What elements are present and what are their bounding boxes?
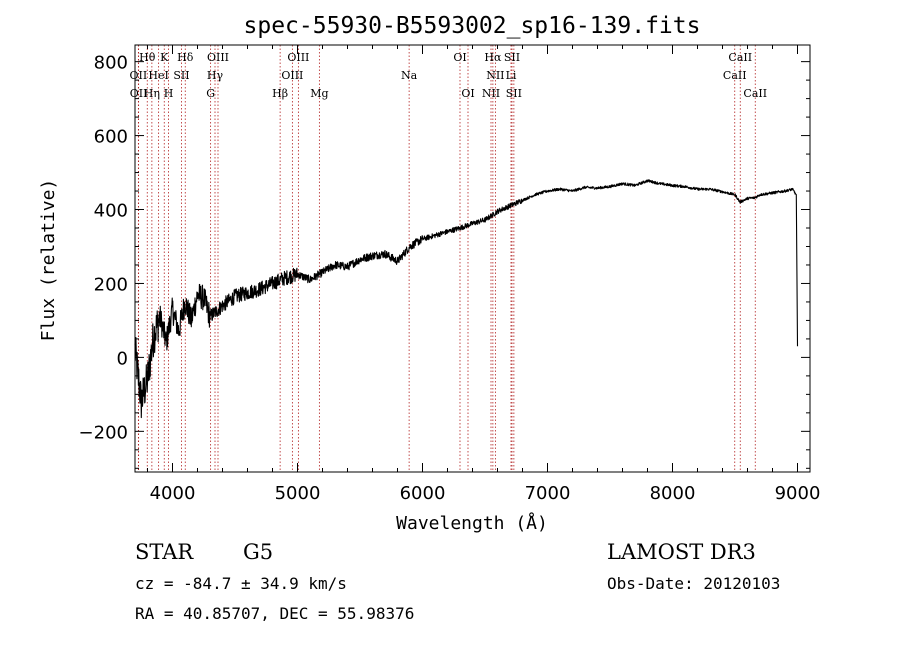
marker-label: OII (130, 87, 148, 100)
observation-date: Obs-Date: 20120103 (607, 574, 781, 593)
plot-frame (134, 44, 811, 473)
marker-label: OIII (281, 69, 303, 82)
marker-label: K (160, 51, 169, 64)
axis-tick-labels: 4000 5000 6000 7000 8000 9000 −200 0 200 400 600 80… (79, 53, 821, 504)
y-tick-label: 800 (94, 53, 128, 74)
x-tick-label: 8000 (650, 483, 696, 504)
y-tick-label: 200 (94, 274, 128, 295)
x-tick-label: 6000 (400, 483, 446, 504)
axis-ticks (135, 45, 810, 472)
marker-label: G (206, 87, 215, 100)
marker-label: Hγ (207, 69, 224, 82)
y-tick-label: 0 (117, 348, 128, 369)
marker-label: Na (401, 69, 418, 82)
marker-label: Hδ (177, 51, 194, 64)
marker-label: OIII (207, 51, 229, 64)
spectrum-line (134, 179, 799, 419)
x-axis-label: Wavelength (Å) (396, 512, 548, 534)
x-tick-label: 5000 (275, 483, 321, 504)
marker-label: SII (173, 69, 189, 82)
marker-label: Li (506, 69, 517, 82)
marker-label: Hβ (272, 87, 288, 100)
marker-label: OII (130, 69, 148, 82)
marker-label: HeI (148, 69, 168, 82)
marker-label: OIII (287, 51, 309, 64)
marker-label: OI (461, 87, 474, 100)
object-class: STAR (135, 540, 194, 564)
subclass: G5 (243, 540, 274, 564)
y-tick-label: 400 (94, 201, 128, 222)
survey-name: LAMOST DR3 (607, 540, 756, 564)
marker-label: CaII (728, 51, 752, 64)
y-axis-label: Flux (relative) (38, 179, 59, 342)
marker-label: Mg (310, 87, 328, 100)
x-tick-label: 7000 (525, 483, 571, 504)
x-tick-label: 9000 (775, 483, 821, 504)
marker-label: NII (482, 87, 500, 100)
x-tick-label: 4000 (150, 483, 196, 504)
marker-label: Hη (144, 87, 160, 100)
marker-label: NII (486, 69, 504, 82)
marker-label: Hα (484, 51, 502, 64)
y-tick-label: −200 (79, 422, 128, 443)
coordinates: RA = 40.85707, DEC = 55.98376 (135, 604, 415, 623)
chart-title: spec-55930-B5593002_sp16-139.fits (244, 13, 701, 39)
marker-label: SII (506, 87, 522, 100)
marker-label: CaII (743, 87, 767, 100)
marker-label: OI (453, 51, 466, 64)
y-tick-label: 600 (94, 127, 128, 148)
marker-label: SII (504, 51, 520, 64)
marker-label: Hθ (139, 51, 156, 64)
marker-label: H (164, 87, 174, 100)
marker-label: CaII (723, 69, 747, 82)
line-markers (137, 45, 756, 472)
redshift-velocity: cz = -84.7 ± 34.9 km/s (135, 574, 347, 593)
